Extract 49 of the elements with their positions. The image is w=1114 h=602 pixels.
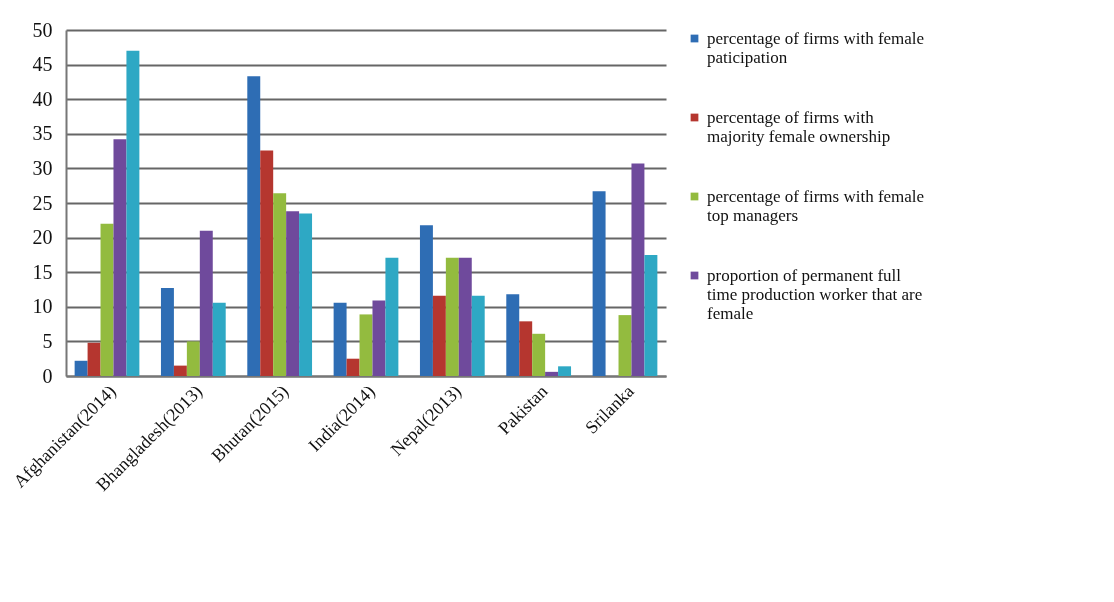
y-tick-label: 20 bbox=[32, 226, 53, 249]
bar bbox=[333, 302, 347, 376]
bar bbox=[644, 254, 658, 376]
y-tick-label: 40 bbox=[32, 87, 53, 110]
legend-label: percentage of firms with female paticipation bbox=[707, 28, 925, 67]
bar bbox=[419, 225, 433, 376]
bar bbox=[532, 333, 546, 376]
y-tick-label: 15 bbox=[32, 260, 53, 283]
bar bbox=[186, 341, 200, 376]
bar bbox=[372, 300, 386, 376]
bar bbox=[385, 257, 399, 376]
bar bbox=[458, 257, 472, 376]
bar bbox=[592, 191, 606, 376]
bar bbox=[87, 342, 101, 376]
legend-label: percentage of firms with female top managers bbox=[707, 186, 925, 225]
bar bbox=[545, 371, 559, 376]
bar bbox=[506, 294, 520, 376]
bar bbox=[260, 150, 274, 376]
y-tick-label: 45 bbox=[32, 53, 53, 76]
bar bbox=[126, 50, 140, 376]
bar bbox=[346, 358, 360, 376]
bar bbox=[199, 230, 213, 376]
bar bbox=[558, 366, 572, 376]
bar bbox=[618, 315, 632, 376]
y-tick-label: 30 bbox=[32, 156, 53, 179]
bar bbox=[74, 360, 88, 376]
bar bbox=[212, 302, 226, 376]
y-tick-label: 0 bbox=[42, 364, 53, 387]
bar bbox=[432, 295, 446, 376]
bar bbox=[519, 321, 533, 376]
bar bbox=[359, 314, 373, 376]
y-tick-label: 10 bbox=[32, 295, 53, 318]
y-tick-label: 5 bbox=[42, 329, 53, 352]
bar bbox=[631, 163, 645, 376]
bar bbox=[113, 139, 127, 376]
bar bbox=[100, 223, 114, 376]
bar bbox=[286, 211, 300, 376]
bar bbox=[273, 193, 287, 376]
y-tick-label: 50 bbox=[32, 18, 53, 41]
legend-label: percentage of firms with majority female ownership bbox=[707, 107, 891, 146]
bar bbox=[445, 257, 459, 376]
bar bbox=[471, 295, 485, 376]
bar bbox=[247, 76, 261, 376]
bar bbox=[160, 288, 174, 376]
bar bbox=[173, 365, 187, 376]
bar bbox=[299, 213, 313, 376]
y-tick-label: 35 bbox=[32, 122, 53, 145]
y-tick-label: 25 bbox=[32, 191, 53, 214]
legend-label: proportion of permanent full time production worker that are female bbox=[707, 265, 923, 323]
